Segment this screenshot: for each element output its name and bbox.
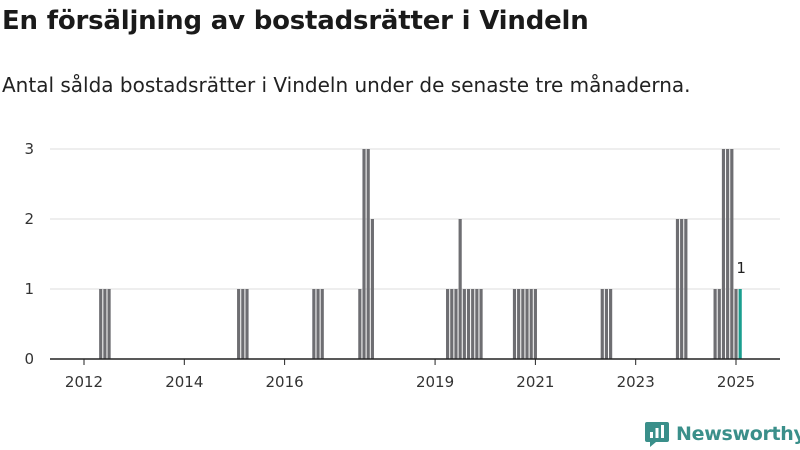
bar	[316, 289, 320, 359]
gridlines	[50, 148, 780, 290]
chart-title: En försäljning av bostadsrätter i Vindel…	[2, 6, 589, 36]
bar	[466, 289, 471, 359]
bar	[738, 289, 742, 359]
bar	[479, 289, 483, 359]
bar	[241, 289, 245, 359]
x-tick-label: 2025	[717, 373, 755, 391]
bar	[320, 289, 324, 359]
bar	[713, 289, 717, 359]
bars	[99, 149, 742, 359]
bar	[99, 289, 103, 359]
brand-name: Newsworthy	[676, 423, 800, 445]
bar	[734, 289, 738, 359]
bar	[446, 289, 450, 359]
x-tick-label: 2016	[266, 373, 304, 391]
bar	[462, 289, 466, 359]
bar	[312, 289, 316, 359]
bar	[517, 289, 521, 359]
x-tick-label: 2019	[416, 373, 454, 391]
y-tick-label: 3	[24, 140, 34, 158]
bar	[721, 149, 726, 359]
y-tick-label: 0	[24, 350, 34, 368]
bar	[471, 289, 475, 359]
bar	[680, 219, 684, 359]
bar	[600, 289, 604, 359]
x-tick-label: 2023	[617, 373, 655, 391]
bar	[237, 289, 241, 359]
bar	[366, 149, 370, 359]
bar	[533, 289, 537, 359]
bar	[529, 289, 533, 359]
bar	[458, 219, 462, 359]
bar	[454, 289, 458, 359]
newsworthy-chart-icon	[645, 422, 669, 447]
axes: 0 1 2 3 1 2012 2014 2016 2019 2021 2023 2025	[24, 140, 780, 391]
bar	[675, 219, 680, 359]
chart-subtitle: Antal sålda bostadsrätter i Vindeln unde…	[2, 73, 691, 97]
bar	[370, 219, 374, 359]
bar	[609, 289, 613, 359]
bar	[717, 289, 721, 359]
bar	[245, 289, 249, 359]
bar	[475, 289, 479, 359]
bar	[521, 289, 525, 359]
x-tick-label: 2014	[165, 373, 203, 391]
bar	[512, 289, 517, 359]
y-tick-label: 2	[24, 210, 34, 228]
bar	[730, 149, 734, 359]
x-tick-label: 2021	[516, 373, 554, 391]
bar	[103, 289, 107, 359]
bar	[107, 289, 111, 359]
x-tick-label: 2012	[65, 373, 103, 391]
y-tick-label: 1	[24, 280, 34, 298]
bar-chart: 0 1 2 3 1 2012 2014 2016 2019 2021 2023 2025	[24, 140, 780, 391]
bar	[684, 219, 688, 359]
data-label: 1	[736, 259, 746, 277]
bar	[362, 149, 366, 359]
bar	[604, 289, 609, 359]
bar	[450, 289, 454, 359]
newsworthy-logo: Newsworthy	[644, 420, 800, 448]
bar	[525, 289, 529, 359]
bar	[358, 289, 362, 359]
bar	[726, 149, 730, 359]
